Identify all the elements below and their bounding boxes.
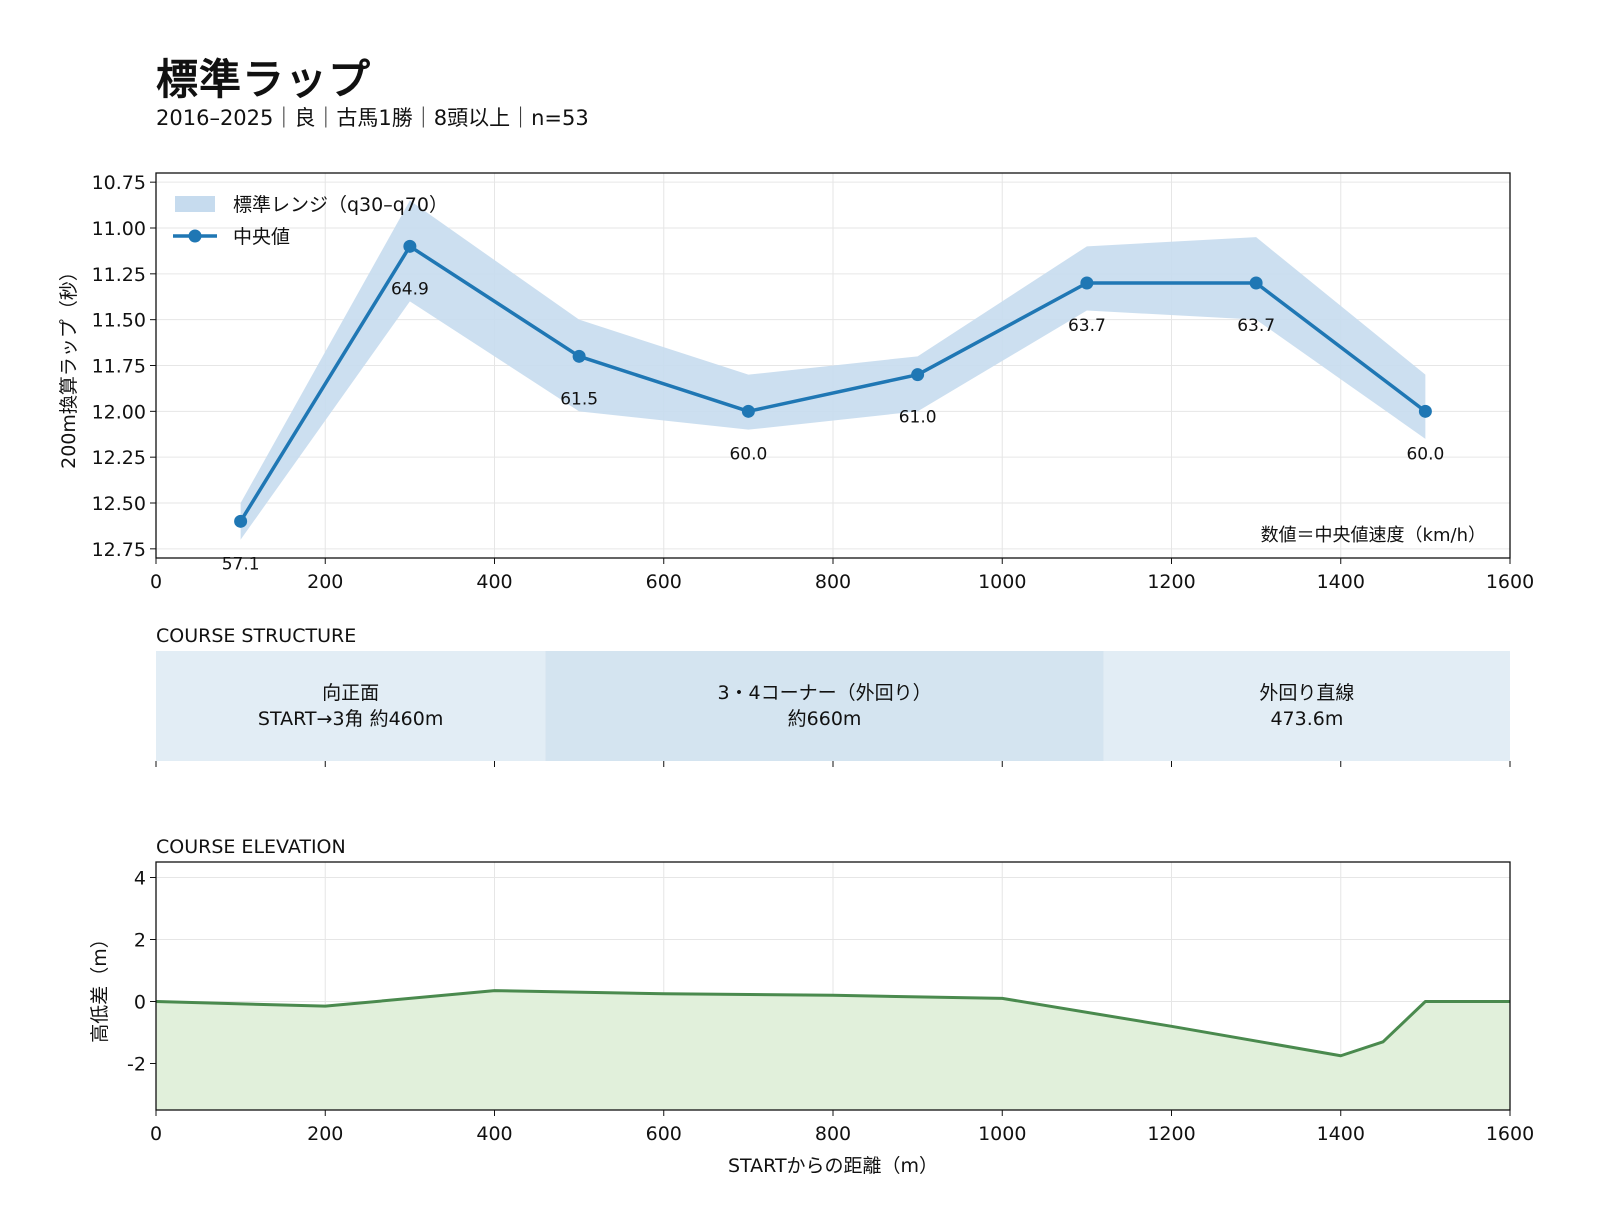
lap-data-label-1: 64.9 xyxy=(391,279,429,299)
lap-data-label-0: 57.1 xyxy=(222,554,260,574)
lap-data-label-3: 60.0 xyxy=(729,444,767,464)
page-title: 標準ラップ xyxy=(156,55,372,104)
elevation-line xyxy=(155,989,1510,1058)
lap-xtick-label-8: 1600 xyxy=(1486,571,1534,593)
elev-ytick-label-3: -2 xyxy=(127,1054,146,1076)
lap-xtick-label-1: 200 xyxy=(307,571,343,593)
legend-median-swatch-marker xyxy=(188,229,202,243)
lap-ytick-label-2: 11.25 xyxy=(92,264,146,286)
elev-xtick-label-5: 1000 xyxy=(978,1123,1026,1145)
lap-y-axis-label: 200m換算ラップ（秒） xyxy=(58,262,80,469)
lap-data-label-6: 63.7 xyxy=(1237,316,1275,336)
lap-xtick-label-3: 600 xyxy=(646,571,682,593)
course-structure-title: COURSE STRUCTURE xyxy=(156,625,356,647)
lap-point-1 xyxy=(403,239,417,253)
lap-xtick-label-5: 1000 xyxy=(978,571,1026,593)
elev-xtick-label-4: 800 xyxy=(815,1123,851,1145)
lap-point-5 xyxy=(1080,276,1094,290)
lap-ytick-label-0: 10.75 xyxy=(92,172,146,194)
lap-point-7 xyxy=(1418,404,1432,418)
lap-xtick-label-7: 1400 xyxy=(1317,571,1365,593)
elev-xtick-label-7: 1400 xyxy=(1317,1123,1365,1145)
elev-y-axis-label: 高低差（m） xyxy=(89,929,111,1043)
lap-point-3 xyxy=(741,404,755,418)
lap-ytick-label-8: 12.75 xyxy=(92,539,146,561)
course-segment-0 xyxy=(156,651,546,761)
course-segment-detail-0: START→3角 約460m xyxy=(258,708,443,730)
course-segment-2 xyxy=(1103,651,1510,761)
legend-median-label: 中央値 xyxy=(233,226,290,248)
elev-xtick-label-8: 1600 xyxy=(1486,1123,1534,1145)
course-elevation-title: COURSE ELEVATION xyxy=(156,836,346,858)
lap-xtick-label-0: 0 xyxy=(150,571,162,593)
lap-median-line xyxy=(239,244,1427,523)
elev-xtick-label-3: 600 xyxy=(646,1123,682,1145)
course-segment-name-1: 3・4コーナー（外回り） xyxy=(717,682,931,704)
elev-ytick-label-0: 4 xyxy=(134,868,146,890)
lap-xtick-label-4: 800 xyxy=(815,571,851,593)
lap-data-label-4: 61.0 xyxy=(899,408,937,428)
elev-ytick-label-2: 0 xyxy=(134,992,146,1014)
elev-xtick-label-6: 1200 xyxy=(1147,1123,1195,1145)
lap-point-4 xyxy=(911,368,925,382)
lap-ytick-label-6: 12.25 xyxy=(92,447,146,469)
lap-xtick-label-6: 1200 xyxy=(1147,571,1195,593)
legend-band-swatch xyxy=(175,196,215,212)
course-segment-name-0: 向正面 xyxy=(322,682,379,704)
lap-ytick-label-1: 11.00 xyxy=(92,218,146,240)
page-subtitle: 2016–2025｜良｜古馬1勝｜8頭以上｜n=53 xyxy=(156,106,589,130)
lap-xtick-label-2: 400 xyxy=(476,571,512,593)
elev-xtick-label-0: 0 xyxy=(150,1123,162,1145)
lap-point-6 xyxy=(1249,276,1263,290)
lap-data-label-5: 63.7 xyxy=(1068,316,1106,336)
lap-data-label-7: 60.0 xyxy=(1406,444,1444,464)
legend-band-label: 標準レンジ（q30–q70） xyxy=(233,194,448,216)
elev-xtick-label-1: 200 xyxy=(307,1123,343,1145)
course-segment-detail-2: 473.6m xyxy=(1270,708,1343,730)
lap-ytick-label-5: 12.00 xyxy=(92,401,146,423)
lap-point-2 xyxy=(572,349,586,363)
elev-ytick-label-1: 2 xyxy=(134,930,146,952)
course-segment-detail-1: 約660m xyxy=(788,708,862,730)
lap-annotation: 数値＝中央値速度（km/h） xyxy=(1261,525,1486,546)
lap-ytick-label-3: 11.50 xyxy=(92,310,146,332)
elevation-area xyxy=(156,990,1510,1110)
course-segment-name-2: 外回り直線 xyxy=(1259,682,1354,704)
elev-x-axis-label: STARTからの距離（m） xyxy=(728,1155,938,1177)
lap-point-0 xyxy=(234,514,248,528)
lap-range-band xyxy=(240,200,1426,540)
lap-ytick-label-4: 11.75 xyxy=(92,356,146,378)
course-segment-1 xyxy=(545,651,1104,761)
lap-ytick-label-7: 12.50 xyxy=(92,493,146,515)
lap-data-label-2: 61.5 xyxy=(560,389,598,409)
elev-xtick-label-2: 400 xyxy=(476,1123,512,1145)
